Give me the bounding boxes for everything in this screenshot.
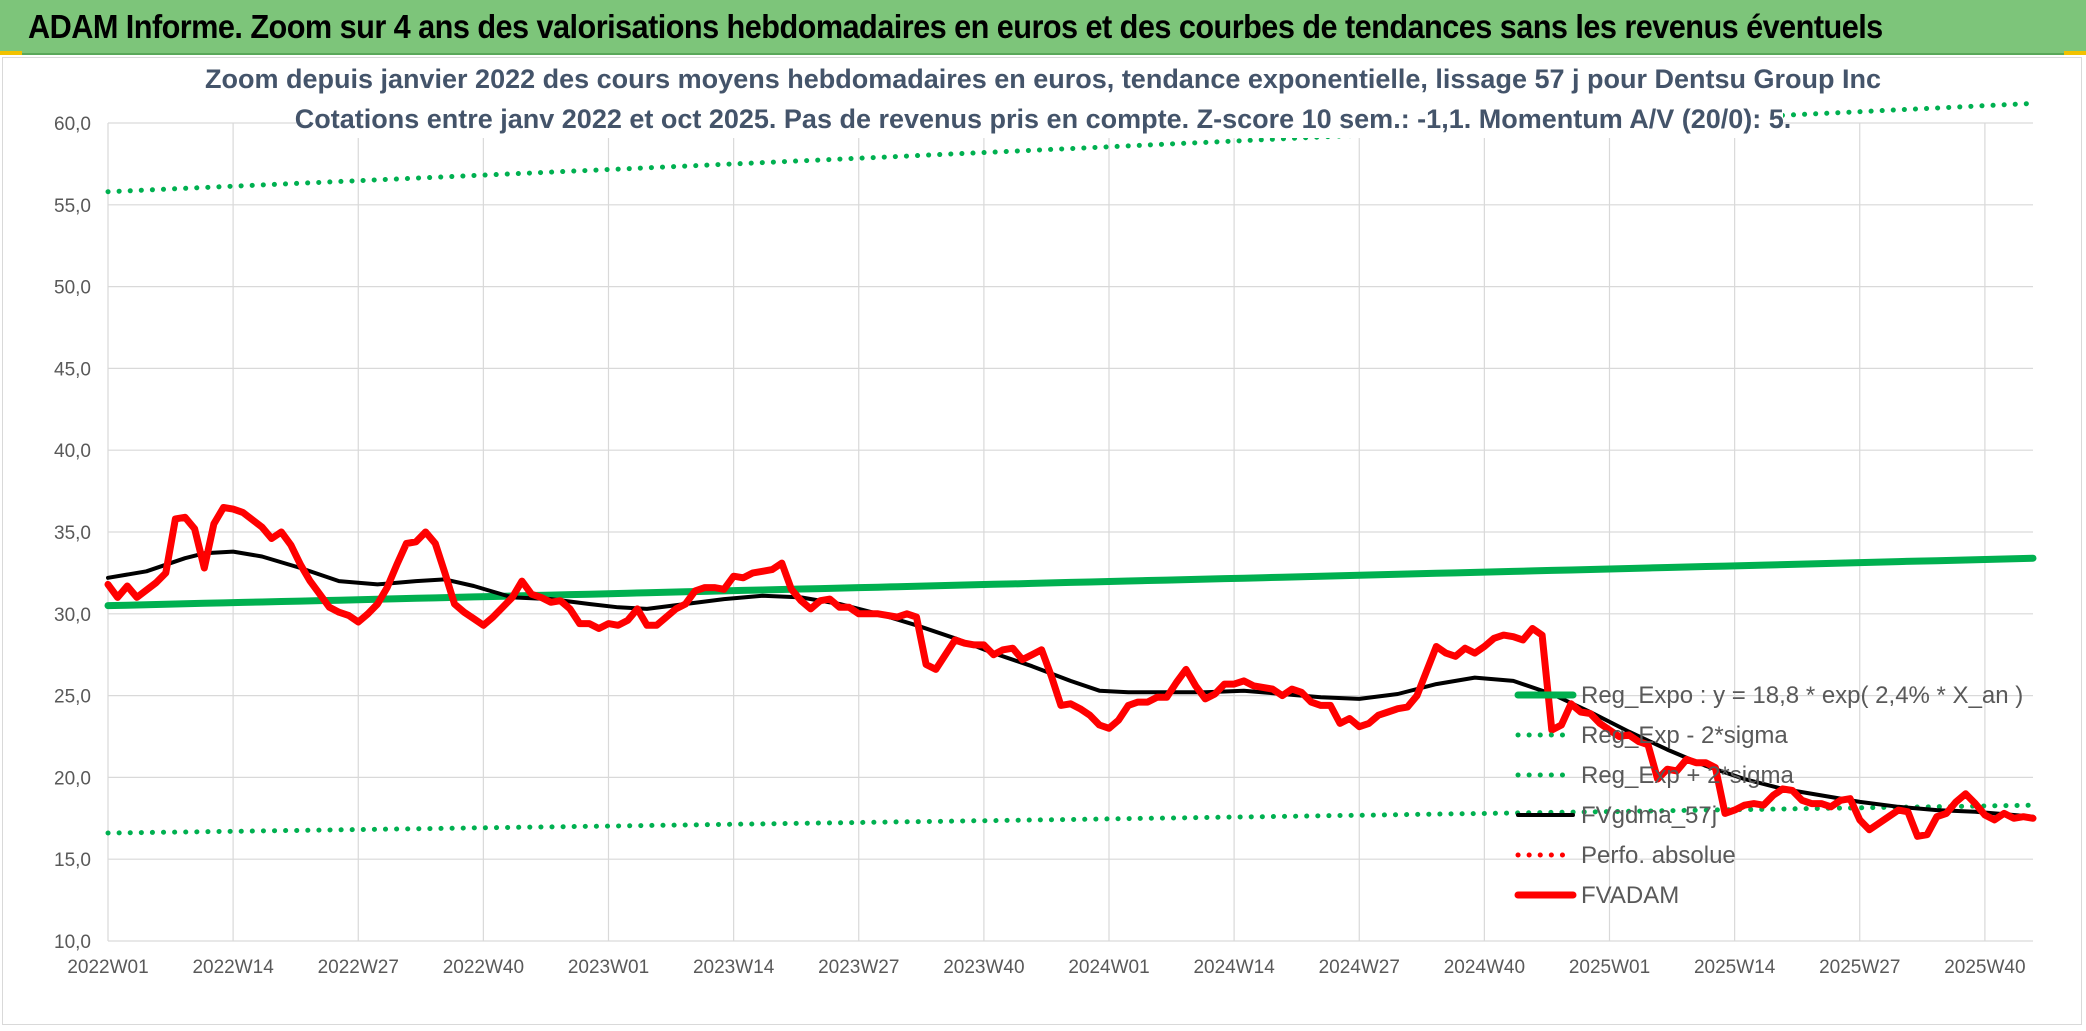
y-tick-label: 55,0 [54,196,91,217]
x-tick-label: 2025W40 [1944,957,2025,978]
legend-label: Reg_Exp + 2*sigma [1581,762,1794,789]
x-tick-label: 2023W14 [693,957,775,978]
x-tick-label: 2022W14 [192,957,274,978]
legend-label: Reg_Expo : y = 18,8 * exp( 2,4% * X_an ) [1581,682,2023,709]
chart-svg: 10,0 15,0 20,0 25,0 30,0 35,0 40,0 45,0 50,0 55,0… [54,60,2037,978]
x-tick-label: 2025W14 [1694,957,1776,978]
subtitle-backdrop [303,98,1783,138]
report-banner: ADAM Informe. Zoom sur 4 ans des valoris… [0,0,2086,55]
y-tick-label: 35,0 [54,523,91,544]
y-tick-label: 40,0 [54,441,91,462]
series-line-5 [104,504,2037,840]
legend-label: Perfo. absolue [1581,842,1736,869]
y-tick-label: 30,0 [54,605,91,626]
legend-label: Reg_Exp - 2*sigma [1581,722,1788,749]
title-backdrop [303,60,1783,96]
y-tick-label: 50,0 [54,278,91,299]
x-tick-label: 2022W01 [67,957,148,978]
series-line-0 [104,554,2037,610]
x-tick-label: 2022W40 [443,957,524,978]
series-layer [104,100,2037,840]
x-tick-label: 2024W27 [1319,957,1400,978]
chart-title: Zoom depuis janvier 2022 des cours moyen… [205,64,1881,94]
y-tick-label: 15,0 [54,850,91,871]
chart-legend: Reg_Expo : y = 18,8 * exp( 2,4% * X_an )… [1514,682,2023,909]
x-tick-label: 2022W27 [318,957,399,978]
x-tick-label: 2025W27 [1819,957,1900,978]
chart-titles: Zoom depuis janvier 2022 des cours moyen… [205,60,1881,138]
x-tick-label: 2024W01 [1068,957,1149,978]
legend-label: FVADAM [1581,882,1679,909]
horizontal-gridlines [108,122,2033,942]
x-tick-label: 2023W27 [818,957,899,978]
x-tick-label: 2024W14 [1193,957,1275,978]
chart-subtitle: Cotations entre janv 2022 et oct 2025. P… [295,104,1792,134]
chart-frame: 10,0 15,0 20,0 25,0 30,0 35,0 40,0 45,0 50,0 55,0… [2,57,2082,1025]
vertical-gridlines [107,123,1986,941]
legend-label: FVgdma_57j [1581,802,1717,829]
x-axis-ticks: 2022W01 2022W14 2022W27 2022W40 2023W01 2023W… [67,957,2025,978]
y-tick-label: 60,0 [54,114,91,135]
y-tick-label: 45,0 [54,359,91,380]
banner-accent-right [2064,51,2086,55]
series-line-2 [105,100,2036,195]
x-tick-label: 2023W01 [568,957,649,978]
report-title: ADAM Informe. Zoom sur 4 ans des valoris… [28,7,1883,45]
y-tick-label: 10,0 [54,932,91,953]
series-line-1 [105,802,2036,836]
x-tick-label: 2023W40 [943,957,1024,978]
x-tick-label: 2025W01 [1569,957,1650,978]
x-tick-label: 2024W40 [1444,957,1525,978]
y-tick-label: 25,0 [54,687,91,708]
banner-accent-left [0,51,22,55]
y-axis-ticks: 10,0 15,0 20,0 25,0 30,0 35,0 40,0 45,0 50,0 55,0… [54,114,91,953]
y-tick-label: 20,0 [54,768,91,789]
